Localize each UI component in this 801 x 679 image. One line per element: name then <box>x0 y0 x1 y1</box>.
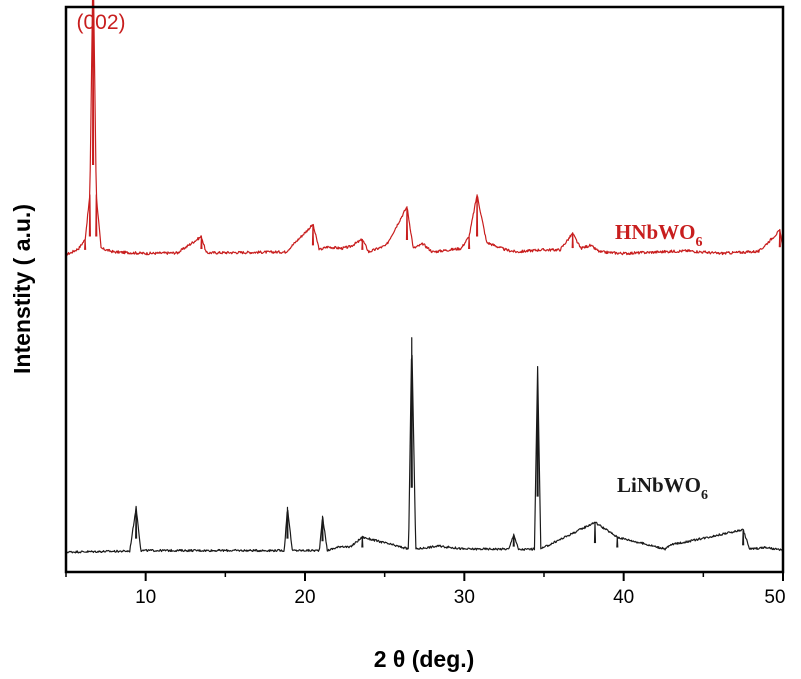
x-tick-label-20: 20 <box>294 587 315 608</box>
x-tick-label-30: 30 <box>454 587 475 608</box>
series-label-hnbwo6-sub: 6 <box>696 235 703 250</box>
series-line-hnbwo6 <box>65 0 784 256</box>
y-axis-title: Intenstity ( a.u.) <box>9 204 35 374</box>
series-label-linbwo6-sub: 6 <box>701 488 708 503</box>
x-tick-label-40: 40 <box>613 587 634 608</box>
series-label-linbwo6: LiNbWO6 <box>617 473 708 503</box>
x-tick-label-50: 50 <box>764 587 785 608</box>
x-axis-title: 2 θ (deg.) <box>374 646 475 672</box>
series-label-hnbwo6-main: HNbWO <box>615 220 696 244</box>
x-axis: 10 20 30 40 50 <box>65 572 786 608</box>
series-label-hnbwo6: HNbWO6 <box>615 220 703 250</box>
plot-frame <box>64 5 785 574</box>
series-line-linbwo6 <box>65 337 784 554</box>
x-tick-label-10: 10 <box>135 587 156 608</box>
series-label-linbwo6-main: LiNbWO <box>617 473 701 497</box>
peak-label-002: (002) <box>76 11 125 34</box>
series-layer <box>65 0 784 554</box>
